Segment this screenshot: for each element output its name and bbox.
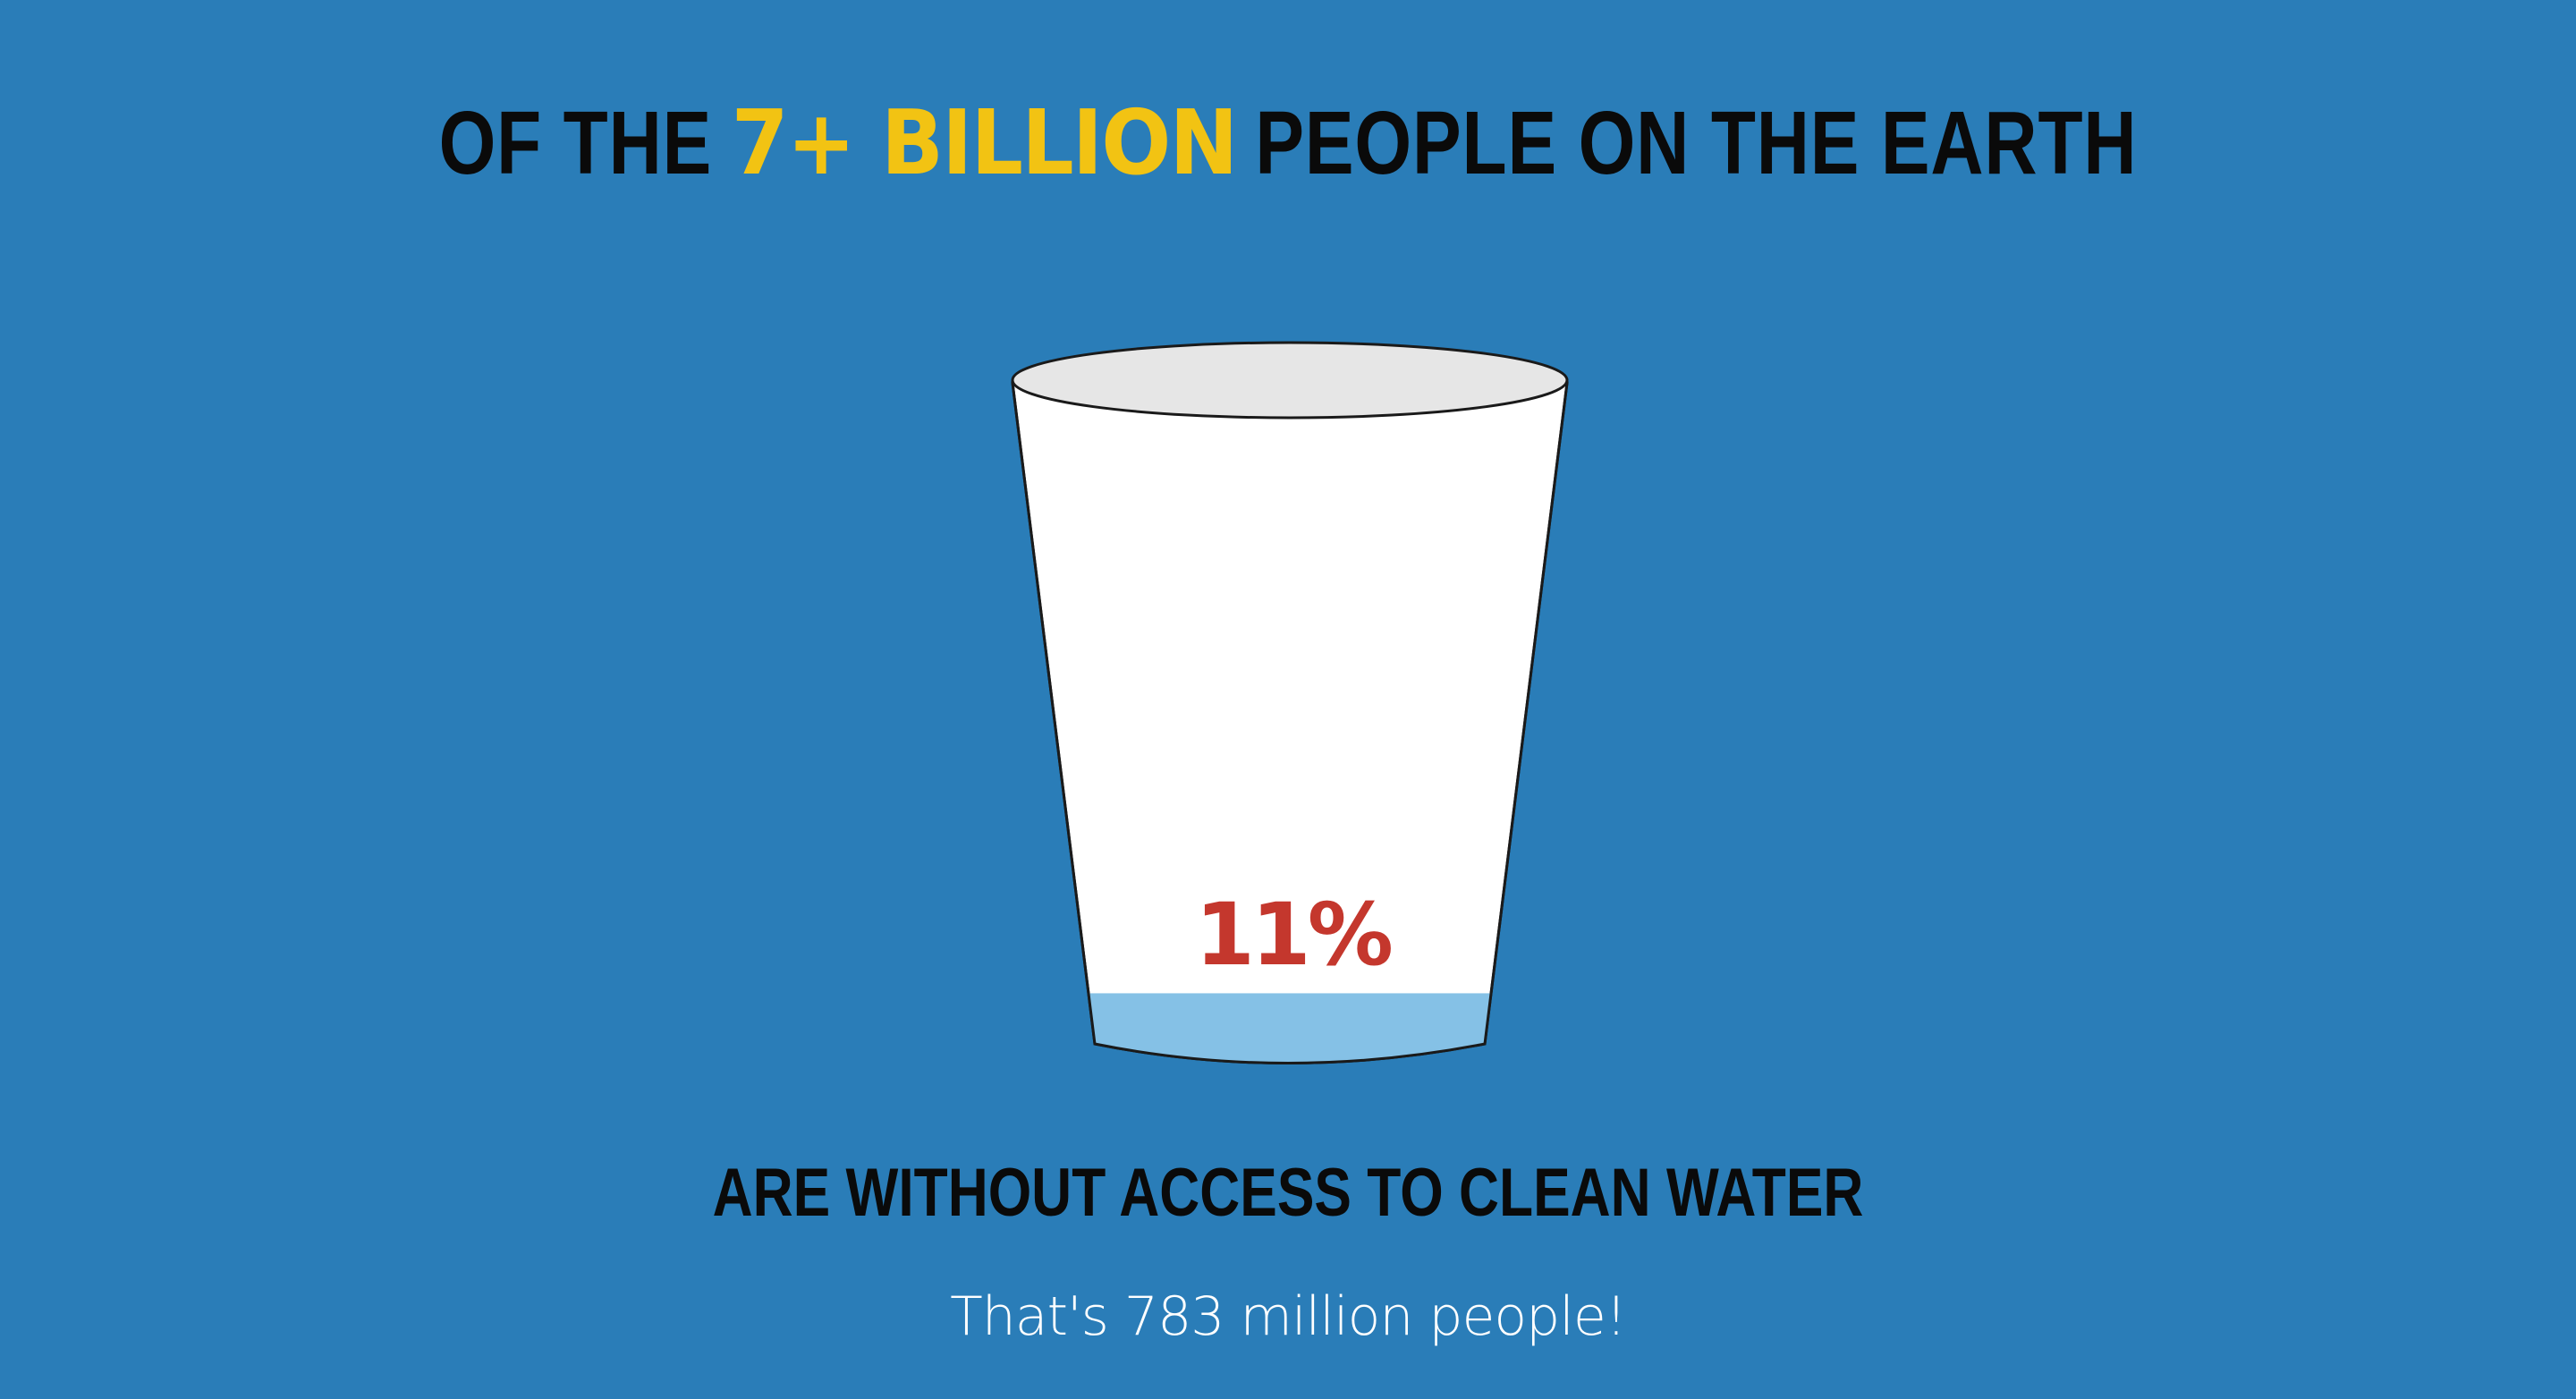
headline: OF THE 7+ BILLION PEOPLE ON THE EARTH bbox=[232, 89, 2344, 197]
percent-label: 11% bbox=[1195, 885, 1394, 985]
note-text: That's 783 million people! bbox=[950, 1285, 1627, 1348]
cup-outline bbox=[1011, 382, 1569, 1064]
subheadline: ARE WITHOUT ACCESS TO CLEAN WATER bbox=[712, 1155, 1864, 1231]
headline-highlight: 7+ BILLION bbox=[731, 90, 1238, 195]
cup-svg bbox=[1011, 341, 1569, 1064]
headline-part-1: OF THE bbox=[438, 93, 713, 193]
water-cup-illustration bbox=[1002, 333, 1574, 1084]
headline-part-2: PEOPLE ON THE EARTH bbox=[1255, 93, 2138, 193]
cup-rim bbox=[1011, 341, 1569, 420]
